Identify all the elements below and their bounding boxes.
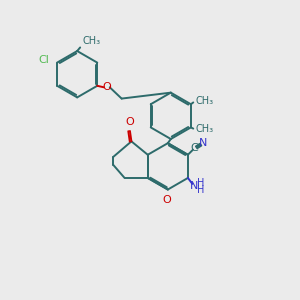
Text: CH₃: CH₃ — [195, 96, 214, 106]
Text: CH₃: CH₃ — [82, 36, 101, 46]
Text: H: H — [197, 185, 204, 195]
Text: C: C — [190, 143, 198, 153]
Text: N: N — [199, 138, 207, 148]
Text: O: O — [102, 82, 111, 92]
Text: H: H — [197, 178, 204, 188]
Text: Cl: Cl — [39, 55, 50, 65]
Text: O: O — [163, 195, 172, 205]
Text: N: N — [190, 181, 199, 191]
Text: O: O — [125, 117, 134, 128]
Text: CH₃: CH₃ — [195, 124, 214, 134]
